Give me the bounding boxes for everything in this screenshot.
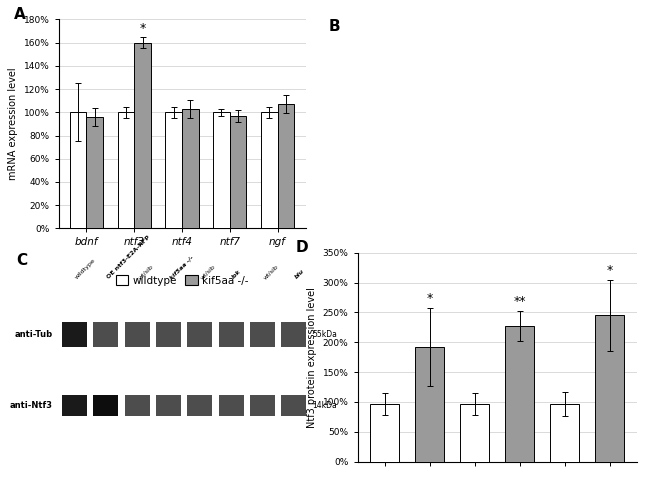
Bar — [93, 322, 118, 347]
Text: **: ** — [514, 295, 526, 308]
Bar — [505, 326, 534, 462]
Text: blu: blu — [294, 268, 305, 280]
Bar — [62, 322, 87, 347]
Bar — [250, 395, 275, 416]
Text: lok: lok — [231, 269, 242, 280]
Text: C: C — [16, 253, 27, 268]
Text: A: A — [14, 7, 26, 22]
Bar — [125, 322, 150, 347]
Bar — [86, 117, 103, 228]
Bar — [187, 322, 213, 347]
Bar — [281, 322, 306, 347]
Bar — [230, 116, 246, 228]
Text: *: * — [140, 21, 146, 35]
Text: wt/sib: wt/sib — [200, 263, 216, 280]
Bar — [156, 395, 181, 416]
Text: wt/sib: wt/sib — [137, 263, 154, 280]
Legend: wildtype, kif5aa -/-: wildtype, kif5aa -/- — [112, 271, 252, 290]
Bar — [213, 112, 230, 228]
Bar — [187, 395, 213, 416]
Text: *: * — [426, 292, 433, 305]
Bar — [93, 395, 118, 416]
Bar — [250, 322, 275, 347]
Bar — [62, 395, 87, 416]
Bar — [134, 43, 151, 228]
Bar — [278, 104, 294, 228]
Text: 14kDa: 14kDa — [313, 401, 337, 410]
Y-axis label: Ntf3 protein expression level: Ntf3 protein expression level — [307, 287, 317, 428]
Text: wildtype: wildtype — [75, 258, 97, 280]
Text: kif5aa -/-: kif5aa -/- — [168, 254, 194, 280]
Bar — [281, 395, 306, 416]
Bar — [218, 322, 244, 347]
Text: wt/sib: wt/sib — [263, 263, 279, 280]
Text: D: D — [296, 240, 309, 255]
Bar — [165, 112, 182, 228]
Bar — [218, 395, 244, 416]
Text: anti-Tub: anti-Tub — [14, 330, 53, 339]
Bar — [370, 404, 400, 462]
Text: B: B — [328, 19, 340, 35]
Bar — [182, 109, 199, 228]
Bar — [261, 112, 278, 228]
Text: anti-Ntf3: anti-Ntf3 — [10, 401, 53, 410]
Bar — [595, 315, 624, 462]
Bar — [125, 395, 150, 416]
Text: *: * — [606, 263, 613, 277]
Bar — [460, 404, 489, 462]
Bar — [415, 347, 445, 462]
Bar — [118, 112, 134, 228]
Text: 55kDa: 55kDa — [313, 330, 337, 339]
Bar — [70, 112, 86, 228]
Bar — [550, 404, 579, 462]
Y-axis label: mRNA expression level: mRNA expression level — [8, 68, 18, 180]
Bar — [156, 322, 181, 347]
Text: OE ntf3-E2A-RFP: OE ntf3-E2A-RFP — [106, 235, 151, 280]
